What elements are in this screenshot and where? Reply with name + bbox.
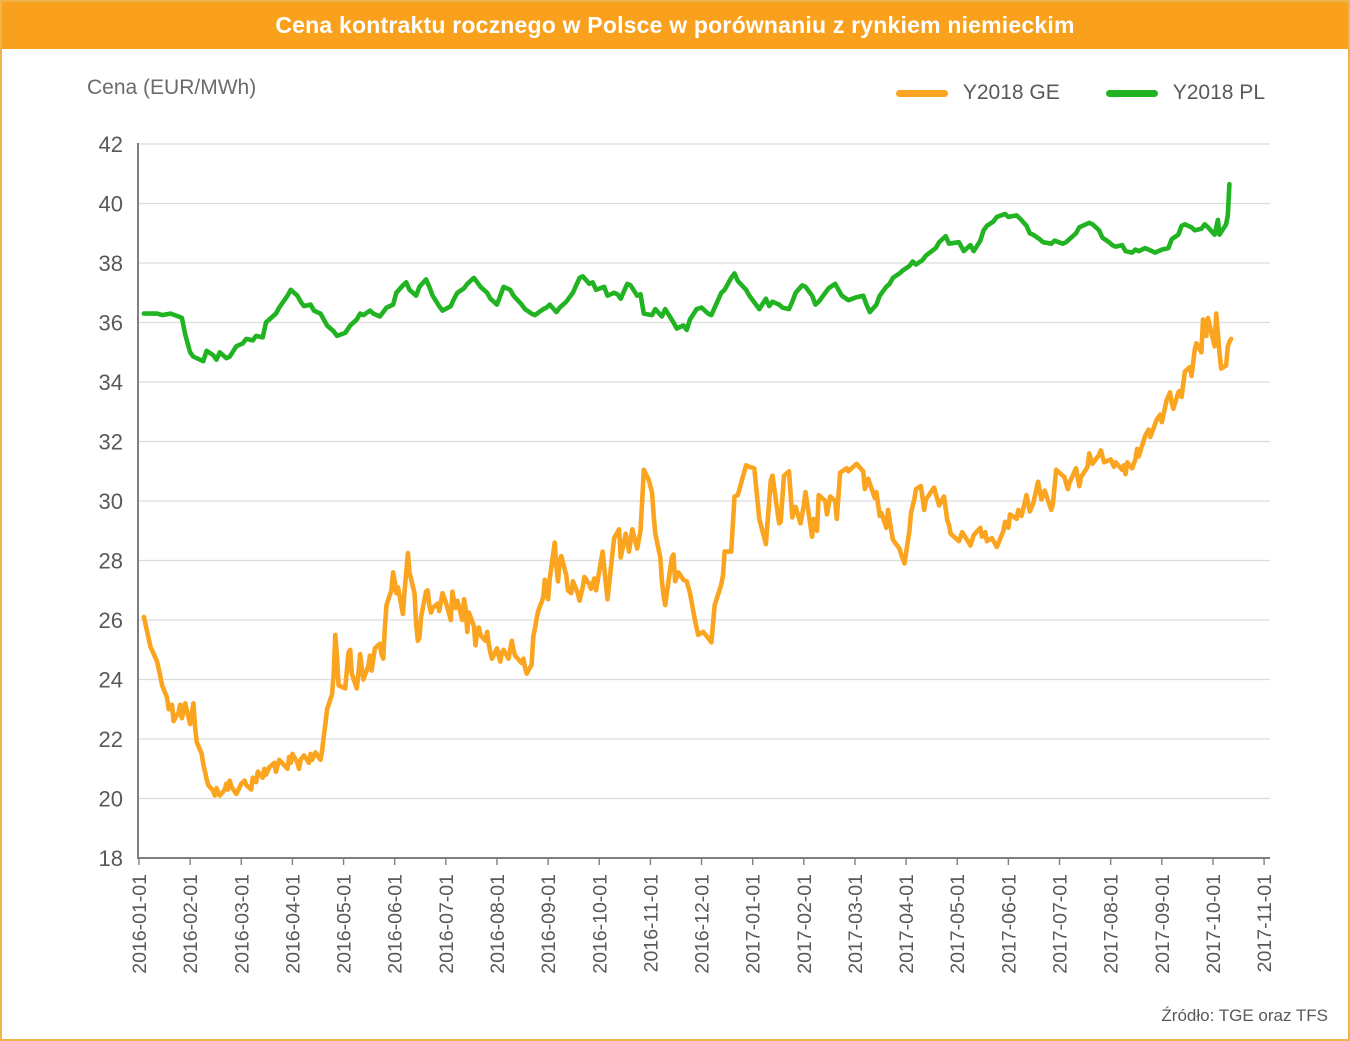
gridlines <box>138 143 1270 800</box>
legend-label-ge: Y2018 GE <box>962 81 1060 104</box>
svg-text:2017-04-01: 2017-04-01 <box>896 874 918 974</box>
y-tick-labels: 18 20 22 24 26 28 30 32 34 36 38 40 42 <box>99 132 123 871</box>
svg-text:2017-06-01: 2017-06-01 <box>998 874 1020 974</box>
svg-text:38: 38 <box>99 251 123 276</box>
svg-text:2016-12-01: 2016-12-01 <box>692 874 714 974</box>
header-bar: Cena kontraktu rocznego w Polsce w porów… <box>2 2 1348 49</box>
svg-text:2016-09-01: 2016-09-01 <box>538 874 560 974</box>
svg-text:2016-08-01: 2016-08-01 <box>487 874 509 974</box>
legend-item-y2018-ge: Y2018 GE <box>895 81 1060 105</box>
x-tick-labels: 2016-01-01 2016-02-01 2016-03-01 2016-04-01… <box>129 858 1276 974</box>
svg-text:2017-07-01: 2017-07-01 <box>1050 874 1072 974</box>
axes <box>137 143 1270 859</box>
svg-text:36: 36 <box>99 311 123 336</box>
svg-text:2016-10-01: 2016-10-01 <box>589 874 611 974</box>
svg-text:24: 24 <box>99 668 123 693</box>
svg-text:2016-03-01: 2016-03-01 <box>231 874 253 974</box>
svg-text:20: 20 <box>99 787 123 812</box>
legend-swatch-pl-icon <box>1105 89 1158 97</box>
svg-text:34: 34 <box>99 370 123 395</box>
source-note: Źródło: TGE oraz TFS <box>1161 1006 1328 1025</box>
svg-text:2016-02-01: 2016-02-01 <box>180 874 202 974</box>
svg-text:40: 40 <box>99 192 123 217</box>
page-title: Cena kontraktu rocznego w Polsce w porów… <box>275 12 1075 38</box>
y-axis-unit-label: Cena (EUR/MWh) <box>87 76 257 99</box>
svg-text:2016-06-01: 2016-06-01 <box>385 874 407 974</box>
svg-text:2016-05-01: 2016-05-01 <box>334 874 356 974</box>
series-line-y2018-ge <box>141 311 1234 798</box>
svg-text:2016-01-01: 2016-01-01 <box>129 874 151 974</box>
svg-text:2017-05-01: 2017-05-01 <box>947 874 969 974</box>
svg-text:30: 30 <box>99 489 123 514</box>
svg-text:2016-11-01: 2016-11-01 <box>640 874 662 972</box>
legend-label-pl: Y2018 PL <box>1172 81 1265 104</box>
svg-text:18: 18 <box>99 846 123 871</box>
svg-text:2017-03-01: 2017-03-01 <box>845 874 867 974</box>
series-line-y2018-pl <box>141 181 1232 364</box>
svg-text:2017-02-01: 2017-02-01 <box>794 874 816 974</box>
svg-text:2016-04-01: 2016-04-01 <box>282 874 304 974</box>
svg-text:26: 26 <box>99 608 123 633</box>
svg-text:28: 28 <box>99 549 123 574</box>
svg-text:42: 42 <box>99 132 123 157</box>
legend-item-y2018-pl: Y2018 PL <box>1105 81 1265 105</box>
svg-text:2017-10-01: 2017-10-01 <box>1203 874 1225 974</box>
chart-legend: Y2018 GE Y2018 PL <box>895 81 1265 105</box>
svg-text:2017-01-01: 2017-01-01 <box>743 874 765 974</box>
svg-text:2017-11-01: 2017-11-01 <box>1254 874 1276 972</box>
svg-text:22: 22 <box>99 727 123 752</box>
svg-text:32: 32 <box>99 430 123 455</box>
legend-swatch-ge-icon <box>895 89 948 97</box>
svg-text:2017-08-01: 2017-08-01 <box>1101 874 1123 974</box>
svg-text:2017-09-01: 2017-09-01 <box>1152 874 1174 974</box>
svg-text:2016-07-01: 2016-07-01 <box>436 874 458 974</box>
